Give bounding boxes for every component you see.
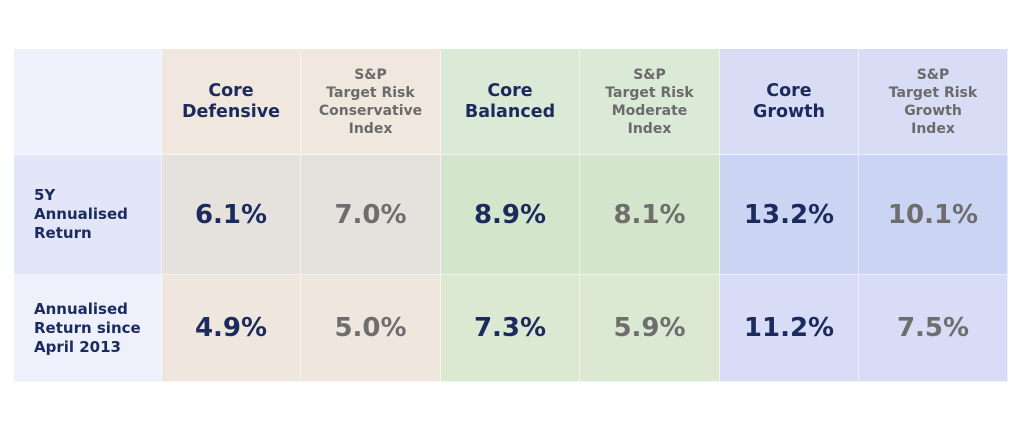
- header-core-balanced: Core Balanced: [441, 49, 580, 155]
- value-sp-growth-since-2013: 7.5%: [859, 275, 1008, 382]
- header-sp-growth-index: S&P Target Risk Growth Index: [859, 49, 1008, 155]
- value-sp-moderate-5y: 8.1%: [580, 155, 720, 275]
- value-core-growth-since-2013: 11.2%: [720, 275, 859, 382]
- header-sp-moderate-index: S&P Target Risk Moderate Index: [580, 49, 720, 155]
- value-sp-growth-5y: 10.1%: [859, 155, 1008, 275]
- value-core-defensive-since-2013: 4.9%: [162, 275, 301, 382]
- value-core-defensive-5y: 6.1%: [162, 155, 301, 275]
- header-core-growth: Core Growth: [720, 49, 859, 155]
- value-core-balanced-5y: 8.9%: [441, 155, 580, 275]
- value-core-growth-5y: 13.2%: [720, 155, 859, 275]
- value-sp-conservative-5y: 7.0%: [301, 155, 441, 275]
- value-sp-conservative-since-2013: 5.0%: [301, 275, 441, 382]
- value-core-balanced-since-2013: 7.3%: [441, 275, 580, 382]
- value-sp-moderate-since-2013: 5.9%: [580, 275, 720, 382]
- header-corner-cell: [14, 49, 162, 155]
- row-label-annualised-since-2013: Annualised Return since April 2013: [14, 275, 162, 382]
- header-sp-conservative-index: S&P Target Risk Conservative Index: [301, 49, 441, 155]
- header-core-defensive: Core Defensive: [162, 49, 301, 155]
- returns-table: Core Defensive S&P Target Risk Conservat…: [14, 49, 1008, 382]
- row-label-5y-annualised-return: 5Y Annualised Return: [14, 155, 162, 275]
